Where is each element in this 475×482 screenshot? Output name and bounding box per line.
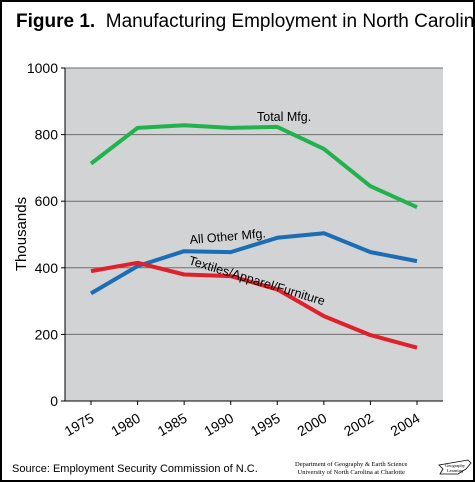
y-tick-label: 800 (35, 127, 59, 143)
source-note: Source: Employment Security Commission o… (12, 463, 258, 475)
x-tick-label: 1995 (248, 410, 283, 440)
series-lines (89, 123, 418, 350)
gridlines (65, 67, 443, 335)
y-tick-label: 200 (35, 326, 59, 342)
x-axis-ticks: 1975 1980 1985 1990 1995 2000 2002 2004 (62, 401, 423, 439)
svg-text:Geography: Geography (445, 463, 466, 468)
axes (64, 68, 443, 402)
series-line (90, 260, 418, 350)
y-tick-label: 400 (35, 260, 59, 276)
series-label: All Other Mfg. (189, 226, 266, 247)
nc-state-logo: Geography Learning (438, 459, 472, 475)
svg-text:Learning: Learning (447, 468, 464, 473)
y-axis-label: Thousands (13, 197, 30, 271)
x-tick-label: 1990 (201, 410, 236, 440)
series-label: Total Mfg. (257, 110, 311, 124)
chart-title: Figure 1. Manufacturing Employment in No… (16, 11, 475, 33)
y-axis-ticks: 0 200 400 600 800 1000 (27, 60, 65, 409)
credit-line-2: University of North Carolina at Charlott… (297, 468, 405, 476)
x-tick-label: 1975 (62, 410, 97, 440)
x-tick-label: 2002 (341, 410, 376, 440)
x-tick-label: 1980 (108, 410, 143, 440)
figure-label: Figure 1. (16, 11, 96, 32)
x-tick-label: 2004 (388, 410, 423, 440)
chart-title-text: Manufacturing Employment in North Caroli… (105, 11, 475, 32)
x-tick-label: 2000 (294, 410, 329, 440)
y-tick-label: 0 (50, 393, 58, 409)
plot-area (65, 68, 443, 401)
y-tick-label: 600 (35, 193, 59, 209)
x-tick-label: 1985 (155, 410, 190, 440)
y-tick-label: 1000 (27, 60, 58, 76)
credit-text: Department of Geography & Earth Science … (295, 461, 407, 476)
series-line (89, 123, 418, 210)
credit-line-1: Department of Geography & Earth Science (295, 461, 408, 468)
